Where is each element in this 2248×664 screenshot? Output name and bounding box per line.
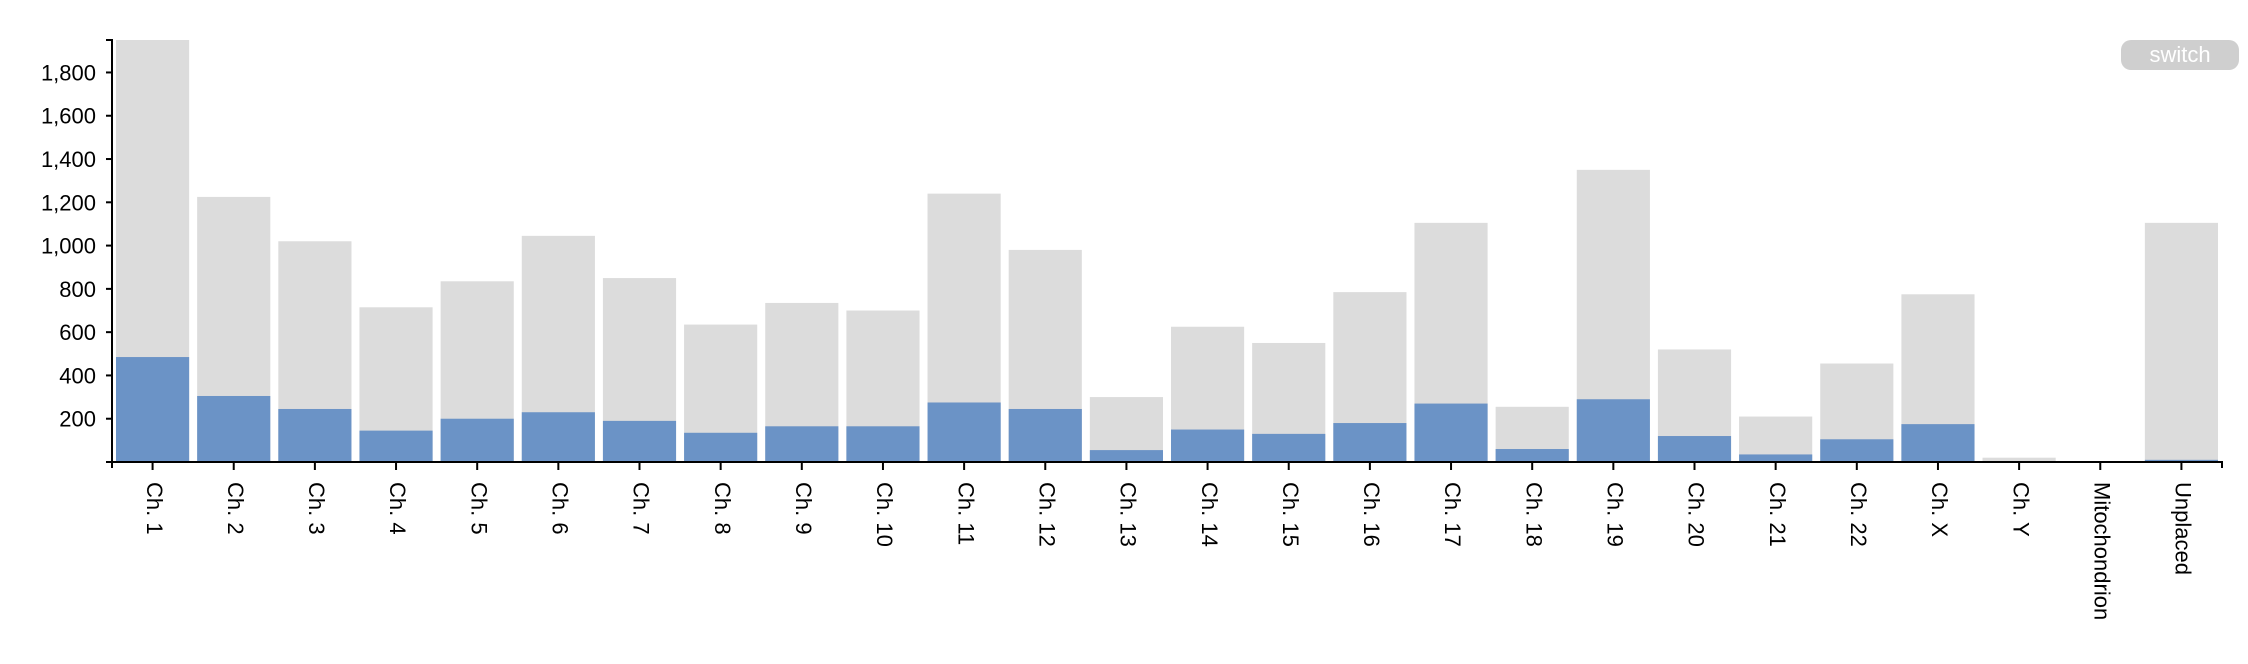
bar-subset	[1576, 399, 1650, 462]
x-tick-label: Ch. 5	[466, 482, 491, 535]
bar-subset	[359, 430, 433, 462]
bar-subset	[1820, 439, 1894, 462]
bar-total	[2144, 222, 2218, 462]
bar-subset	[116, 357, 190, 462]
bar-subset	[1171, 429, 1245, 462]
x-tick-label: Ch. 21	[1765, 482, 1790, 547]
bar-subset	[1089, 450, 1163, 462]
bars-layer	[116, 40, 2218, 462]
x-tick-label: Ch. 2	[223, 482, 248, 535]
x-tick-label: Mitochondrion	[2089, 482, 2114, 620]
x-tick-label: Ch. X	[1927, 482, 1952, 537]
x-tick-label: Ch. 22	[1846, 482, 1871, 547]
bar-subset	[765, 426, 839, 462]
bar-subset	[684, 432, 758, 462]
x-tick-label: Ch. 11	[953, 482, 978, 545]
switch-button[interactable]: switch	[2121, 40, 2239, 70]
y-tick-label: 200	[59, 407, 96, 432]
y-axis: 200 400 600 800 1,000 1,200 1,400 1,600 1,800	[41, 39, 113, 463]
bar-total	[1739, 416, 1813, 462]
x-tick-label: Ch. 19	[1603, 482, 1628, 547]
bar-subset	[1495, 449, 1569, 462]
x-tick-label: Ch. 4	[385, 482, 410, 535]
bar-subset	[440, 418, 514, 462]
x-tick-label: Unplaced	[2171, 482, 2196, 575]
x-tick-label: Ch. 6	[548, 482, 573, 535]
bar-subset	[927, 402, 1001, 462]
bar-subset	[846, 426, 920, 462]
x-tick-label: Ch. 14	[1197, 482, 1222, 547]
bar-subset	[197, 395, 271, 462]
bar-subset	[1414, 403, 1488, 462]
x-tick-label: Ch. 1	[142, 482, 167, 535]
bar-total	[1982, 457, 2056, 462]
y-axis-line	[106, 39, 113, 463]
y-tick-label: 1,200	[41, 190, 96, 215]
x-tick-label: Ch. 16	[1359, 482, 1384, 547]
y-tick-label: 600	[59, 320, 96, 345]
bar-subset	[2144, 459, 2218, 462]
bar-subset	[1657, 436, 1732, 462]
x-tick-label: Ch. 13	[1116, 482, 1141, 547]
x-tick-label: Ch. 3	[304, 482, 329, 535]
y-tick-label: 1,600	[41, 104, 96, 129]
x-axis-line	[111, 461, 2223, 468]
bar-subset	[1739, 454, 1813, 462]
x-axis: Ch. 1 Ch. 2 Ch. 3 Ch. 4 Ch. 5 Ch. 6 Ch. 7 Ch. 8…	[111, 461, 2223, 620]
x-tick-label: Ch. 12	[1034, 482, 1059, 547]
x-tick-label: Ch. 8	[710, 482, 735, 535]
bar-subset	[1333, 423, 1407, 462]
bar-subset	[602, 420, 677, 462]
x-tick-label: Ch. 17	[1440, 482, 1465, 547]
x-tick-label: Ch. 15	[1278, 482, 1303, 547]
bar-subset	[521, 412, 595, 462]
bar-subset	[1901, 424, 1975, 462]
x-tick-label: Ch. 18	[1521, 482, 1546, 547]
x-tick-label: Ch. Y	[2008, 482, 2033, 537]
y-tick-label: 400	[59, 363, 96, 388]
x-tick-label: Ch. 10	[872, 482, 897, 547]
bar-subset	[1008, 408, 1082, 462]
x-tick-label: Ch. 20	[1684, 482, 1709, 547]
y-tick-label: 1,000	[41, 234, 96, 259]
y-tick-label: 1,800	[41, 60, 96, 85]
bar-subset	[1252, 433, 1326, 462]
bar-subset	[278, 408, 352, 462]
y-tick-label: 1,400	[41, 147, 96, 172]
y-tick-label: 800	[59, 277, 96, 302]
x-tick-label: Ch. 9	[791, 482, 816, 535]
x-tick-label: Ch. 7	[629, 482, 654, 535]
